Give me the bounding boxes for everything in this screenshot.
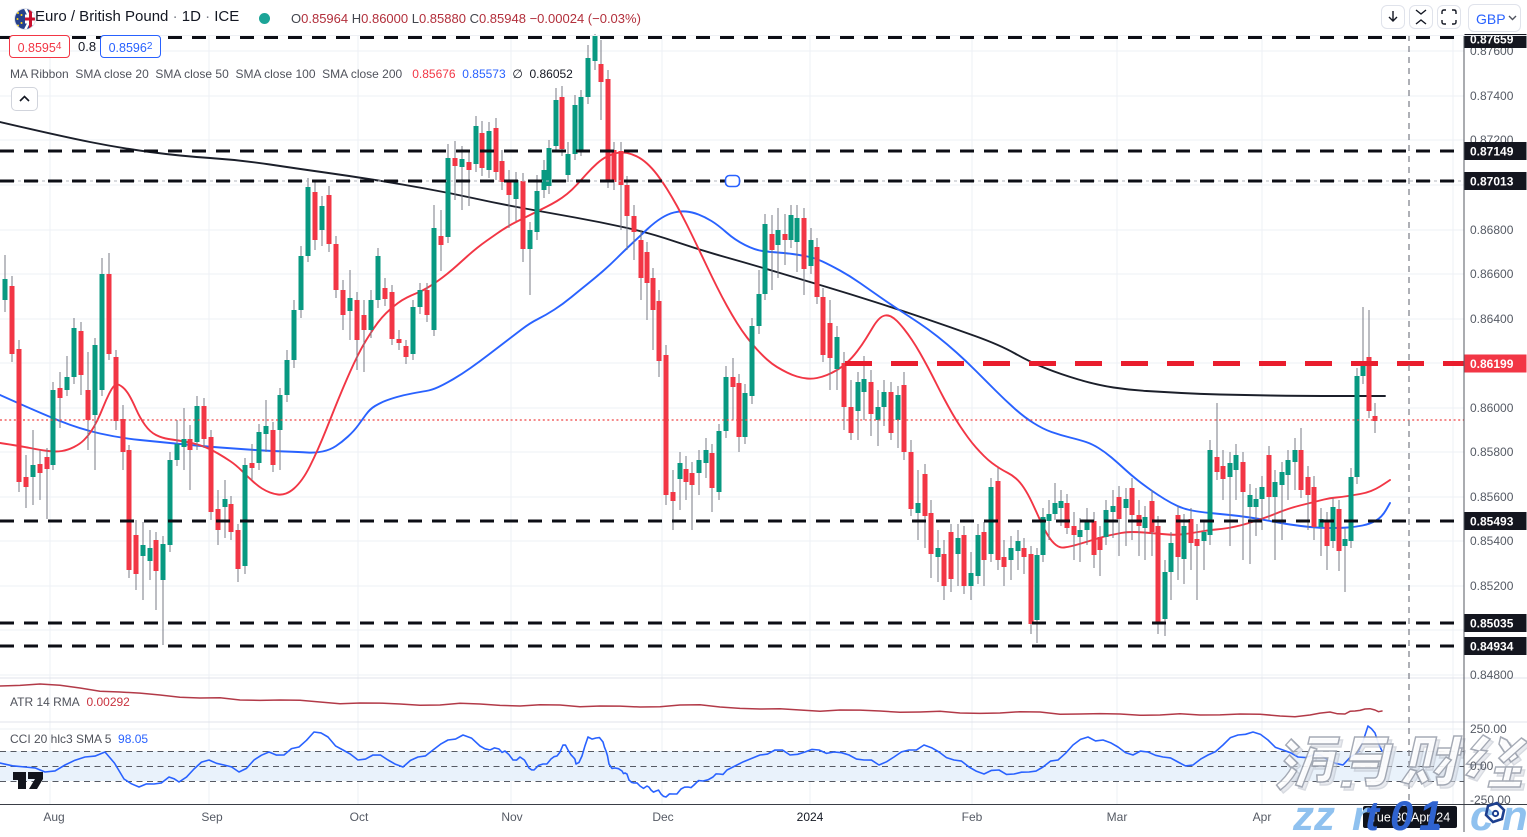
svg-text:0.85800: 0.85800 xyxy=(1470,445,1514,459)
svg-text:t: t xyxy=(1365,792,1381,832)
svg-text:1: 1 xyxy=(1419,792,1442,832)
svg-text:0.85400: 0.85400 xyxy=(1470,534,1514,548)
svg-text:.: . xyxy=(1431,792,1443,832)
svg-text:0.86199: 0.86199 xyxy=(1470,357,1514,371)
svg-text:n: n xyxy=(1502,792,1527,832)
svg-text:0.86800: 0.86800 xyxy=(1470,223,1514,237)
svg-text:Tue 30 Apr '24: Tue 30 Apr '24 xyxy=(1370,811,1450,825)
svg-text:250.00: 250.00 xyxy=(1470,722,1507,736)
svg-text:2024: 2024 xyxy=(797,810,824,824)
svg-text:0.87400: 0.87400 xyxy=(1470,89,1514,103)
svg-text:c: c xyxy=(1470,792,1493,832)
svg-text:0.87149: 0.87149 xyxy=(1470,145,1514,159)
svg-text:0.86600: 0.86600 xyxy=(1470,267,1514,281)
svg-text:0.84800: 0.84800 xyxy=(1470,668,1514,682)
svg-text:Nov: Nov xyxy=(501,810,522,824)
svg-text:0.86400: 0.86400 xyxy=(1470,312,1514,326)
svg-text:0.85493: 0.85493 xyxy=(1470,515,1514,529)
svg-text:0.85200: 0.85200 xyxy=(1470,579,1514,593)
svg-text:z: z xyxy=(1313,792,1335,832)
svg-text:-250.00: -250.00 xyxy=(1470,793,1511,807)
svg-text:0.84934: 0.84934 xyxy=(1470,640,1514,654)
svg-text:Oct: Oct xyxy=(350,810,369,824)
svg-text:0.85600: 0.85600 xyxy=(1470,490,1514,504)
svg-text:0.00: 0.00 xyxy=(1470,759,1494,773)
svg-text:0.86000: 0.86000 xyxy=(1470,401,1514,415)
svg-text:0.87659: 0.87659 xyxy=(1470,33,1514,47)
svg-text:Feb: Feb xyxy=(962,810,983,824)
svg-text:Dec: Dec xyxy=(652,810,673,824)
svg-text:Sep: Sep xyxy=(201,810,223,824)
svg-text:z: z xyxy=(1292,792,1314,832)
svg-text:0.85035: 0.85035 xyxy=(1470,617,1514,631)
svg-text:Aug: Aug xyxy=(43,810,64,824)
svg-text:Apr: Apr xyxy=(1253,810,1272,824)
svg-text:0: 0 xyxy=(1390,792,1413,832)
svg-text:Mar: Mar xyxy=(1107,810,1128,824)
svg-text:0.87013: 0.87013 xyxy=(1470,175,1514,189)
svg-text:r: r xyxy=(1352,792,1371,832)
